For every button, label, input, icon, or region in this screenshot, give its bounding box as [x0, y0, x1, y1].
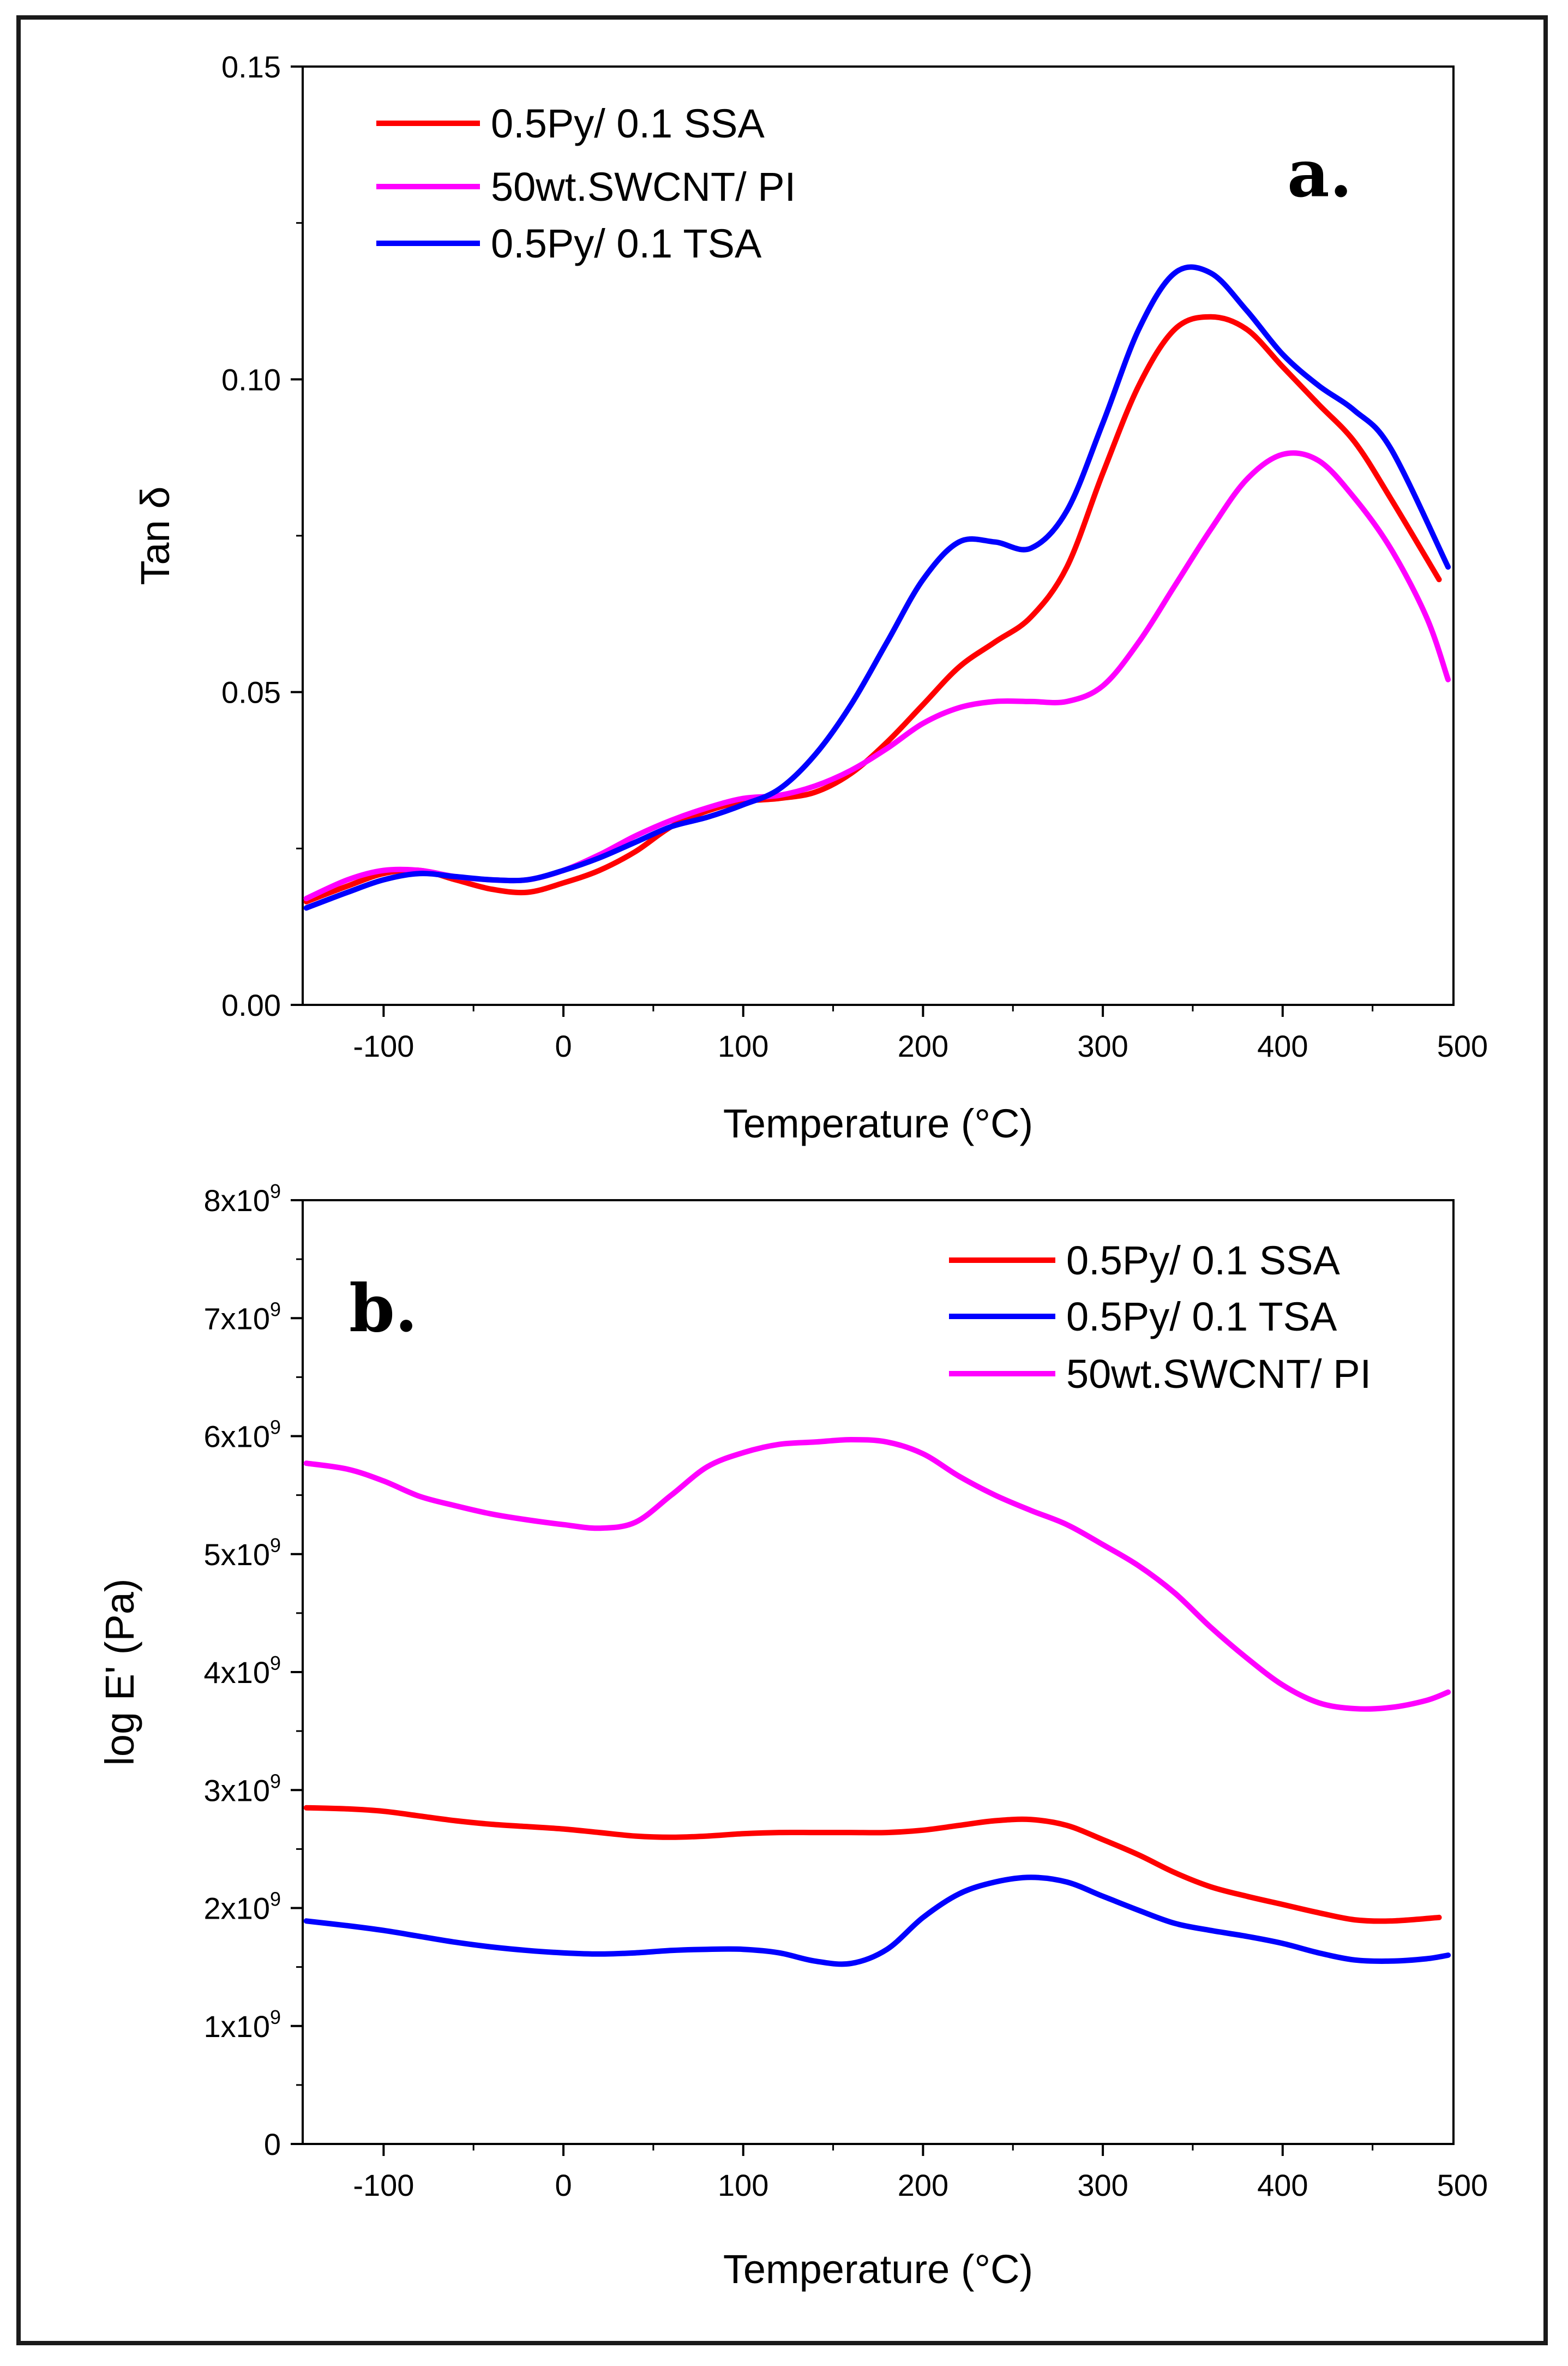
panel-b-legend: 0.5Py/ 0.1 SSA 0.5Py/ 0.1 TSA 50wt.SWCNT…: [949, 1238, 1371, 1397]
x-tick-label: 100: [718, 1029, 768, 1063]
panel-a-y-axis-title: Tan δ: [133, 486, 178, 585]
y-tick-label: 2x109: [204, 1888, 281, 1926]
x-tick-label: 400: [1257, 1029, 1308, 1063]
panel-b-label: b.: [349, 1270, 418, 1347]
y-tick-label: 3x109: [204, 1770, 281, 1807]
series-line-tsa: [303, 264, 1451, 911]
legend-a-label-ssa: 0.5Py/ 0.1 SSA: [491, 101, 765, 146]
x-tick-label: 500: [1437, 2168, 1488, 2202]
panel-b-x-axis-title: Temperature (°C): [723, 2247, 1033, 2292]
x-tick-label: 0: [555, 2168, 572, 2202]
y-tick-label: 0.00: [221, 988, 281, 1022]
panel-a-x-axis-title: Temperature (°C): [723, 1101, 1033, 1146]
panel-b-series: [303, 1437, 1451, 1967]
panel-a-legend: 0.5Py/ 0.1 SSA 50wt.SWCNT/ PI 0.5Py/ 0.1…: [376, 101, 796, 266]
panel-a-plot-area: [302, 65, 1455, 1006]
legend-a-label-tsa: 0.5Py/ 0.1 TSA: [491, 221, 762, 266]
x-tick-label: 100: [718, 2168, 768, 2202]
panel-a-axes-ticks: -100 0 100 200 300 400 500 0.00 0.05 0.10 0.15: [221, 50, 1488, 1063]
panel-b-y-axis-title: log E' (Pa): [97, 1578, 142, 1765]
y-tick-label: 7x109: [204, 1298, 281, 1335]
figure-frame: [16, 15, 1548, 2345]
x-tick-label: 300: [1077, 1029, 1128, 1063]
x-tick-label: -100: [353, 2168, 414, 2202]
series-line-swcnt: [303, 1437, 1451, 1712]
x-tick-label: 200: [898, 1029, 948, 1063]
x-tick-label: 400: [1257, 2168, 1308, 2202]
panel-b-storage-modulus: -100 0 100 200 300 400 500 0 1x109 2x109 3x109 4x10…: [97, 1180, 1488, 2292]
x-tick-label: 200: [898, 2168, 948, 2202]
y-tick-label: 1x109: [204, 2006, 281, 2044]
series-line-ssa: [303, 1805, 1442, 1924]
legend-b-label-tsa: 0.5Py/ 0.1 TSA: [1066, 1294, 1337, 1339]
y-tick-label: 5x109: [204, 1534, 281, 1572]
y-tick-label: 6x109: [204, 1416, 281, 1454]
panel-b-plot-area: [302, 1199, 1455, 2145]
y-tick-label: 0.15: [221, 50, 281, 84]
series-line-swcnt: [303, 450, 1451, 902]
legend-b-label-swcnt: 50wt.SWCNT/ PI: [1066, 1351, 1371, 1397]
panel-a-series: [303, 264, 1451, 911]
series-line-tsa: [303, 1874, 1451, 1967]
legend-b-label-ssa: 0.5Py/ 0.1 SSA: [1066, 1238, 1340, 1283]
y-tick-label: 0: [264, 2127, 281, 2161]
y-tick-label: 0.10: [221, 362, 281, 397]
panel-a-tan-delta: -100 0 100 200 300 400 500 0.00 0.05 0.10 0.15 Tem…: [133, 50, 1488, 1146]
panel-a-label: a.: [1287, 135, 1353, 212]
legend-a-label-swcnt: 50wt.SWCNT/ PI: [491, 164, 796, 209]
x-tick-label: 300: [1077, 2168, 1128, 2202]
y-tick-label: 8x109: [204, 1180, 281, 1218]
x-tick-label: 500: [1437, 1029, 1488, 1063]
panel-b-axes-ticks: -100 0 100 200 300 400 500 0 1x109 2x109 3x109 4x10…: [204, 1180, 1488, 2202]
y-tick-label: 4x109: [204, 1652, 281, 1690]
x-tick-label: -100: [353, 1029, 414, 1063]
series-line-ssa: [303, 314, 1442, 905]
y-tick-label: 0.05: [221, 675, 281, 710]
x-tick-label: 0: [555, 1029, 572, 1063]
